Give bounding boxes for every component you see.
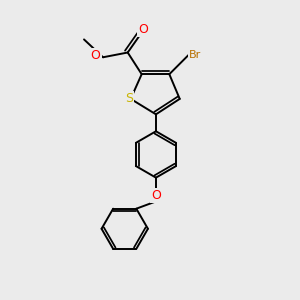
Text: S: S xyxy=(125,92,133,105)
Text: O: O xyxy=(138,22,148,35)
Text: Br: Br xyxy=(189,50,201,60)
Text: O: O xyxy=(151,189,161,202)
Text: O: O xyxy=(91,49,100,62)
